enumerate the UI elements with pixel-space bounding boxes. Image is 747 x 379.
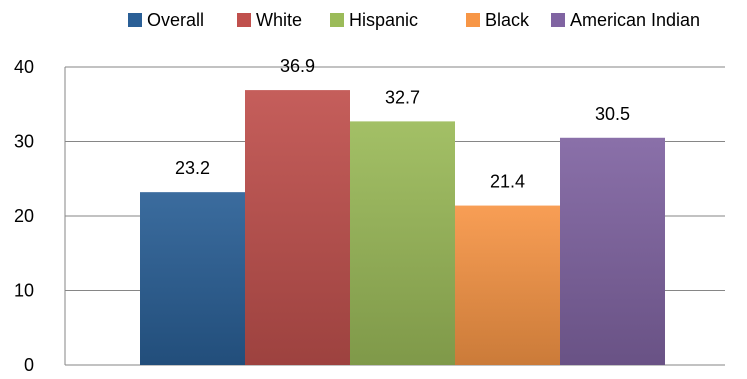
legend-label-white: White (256, 10, 302, 30)
legend-label-black: Black (485, 10, 530, 30)
y-tick-label-30: 30 (14, 132, 34, 152)
bar-hispanic (350, 121, 455, 365)
legend-swatch-overall (128, 13, 142, 27)
data-label-hispanic: 32.7 (385, 87, 420, 107)
data-label-american-indian: 30.5 (595, 104, 630, 124)
legend: Overall White Hispanic Black American Indian (128, 10, 700, 30)
y-tick-label-0: 0 (24, 355, 34, 375)
bar-black (455, 205, 560, 365)
data-label-overall: 23.2 (175, 158, 210, 178)
legend-label-overall: Overall (147, 10, 204, 30)
y-axis: 0 10 20 30 40 (14, 57, 66, 375)
legend-swatch-black (466, 13, 480, 27)
data-labels: 23.2 36.9 32.7 21.4 30.5 (175, 56, 630, 191)
y-tick-label-10: 10 (14, 281, 34, 301)
y-tick-label-40: 40 (14, 57, 34, 77)
legend-swatch-american-indian (551, 13, 565, 27)
data-label-white: 36.9 (280, 56, 315, 76)
legend-label-american-indian: American Indian (570, 10, 700, 30)
y-tick-label-20: 20 (14, 206, 34, 226)
bar-white (245, 90, 350, 365)
bar-american-indian (560, 137, 665, 365)
legend-label-hispanic: Hispanic (349, 10, 418, 30)
bar-overall (140, 192, 245, 365)
legend-swatch-white (237, 13, 251, 27)
data-label-black: 21.4 (490, 172, 525, 192)
legend-swatch-hispanic (330, 13, 344, 27)
bars (140, 90, 665, 365)
